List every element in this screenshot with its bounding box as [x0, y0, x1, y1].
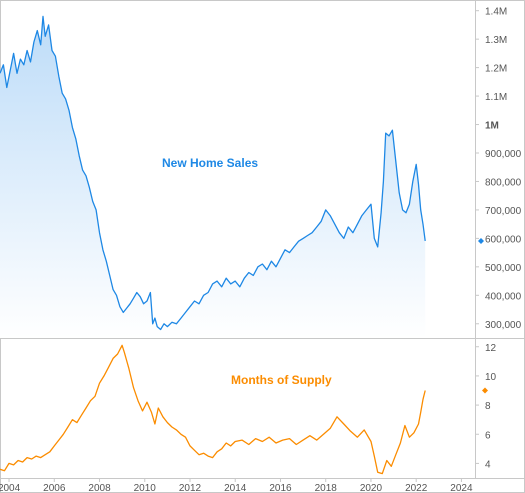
sales-y-tick-label: 800,000 — [485, 177, 522, 188]
supply-panel: 12 10 8 6 4 — [0, 343, 497, 475]
x-tick-label: 2010 — [134, 483, 157, 493]
x-tick-label: 2016 — [269, 483, 292, 493]
supply-line — [0, 344, 426, 475]
sales-y-tick-label: 300,000 — [485, 320, 522, 331]
sales-y-tick-label: 1.4M — [485, 7, 507, 18]
supply-last-value-marker — [482, 387, 488, 394]
sales-y-tick-label: 1.1M — [485, 92, 507, 103]
x-tick-label: 2020 — [360, 483, 383, 493]
x-tick-label: 2022 — [405, 483, 428, 493]
x-tick-label: 2018 — [315, 483, 338, 493]
x-tick-label: 2008 — [88, 483, 111, 493]
supply-y-tick-label: 4 — [485, 459, 491, 470]
sales-y-tick-label: 500,000 — [485, 263, 522, 274]
x-tick-label: 2012 — [179, 483, 202, 493]
x-tick-label: 2004 — [0, 483, 21, 493]
sales-y-tick-label: 900,000 — [485, 149, 522, 160]
sales-line — [0, 15, 426, 331]
sales-y-tick-label: 1.3M — [485, 35, 507, 46]
x-axis: 2004 2006 2008 2010 2012 2014 2016 2018 2020 2022… — [0, 478, 473, 493]
sales-y-tick-label: 1.2M — [485, 64, 507, 75]
sales-y-tick-label: 700,000 — [485, 206, 522, 217]
sales-area-fill — [0, 16, 426, 339]
sales-y-tick-label: 1M — [485, 121, 499, 132]
sales-series-label: New Home Sales — [162, 156, 258, 170]
sales-last-value-marker — [478, 237, 484, 244]
supply-series-label: Months of Supply — [231, 373, 332, 387]
sales-y-tick-label: 600,000 — [485, 234, 522, 245]
x-tick-label: 2024 — [450, 483, 473, 493]
sales-panel: 1.4M 1.3M 1.2M 1.1M 1M 900,000 800,000 700,000 6… — [0, 7, 522, 339]
x-tick-label: 2014 — [224, 483, 247, 493]
x-tick-label: 2006 — [43, 483, 66, 493]
supply-y-tick-label: 6 — [485, 430, 491, 441]
sales-y-tick-label: 400,000 — [485, 291, 522, 302]
supply-y-tick-label: 12 — [485, 343, 497, 354]
supply-y-tick-label: 8 — [485, 401, 491, 412]
supply-y-tick-label: 10 — [485, 372, 497, 383]
